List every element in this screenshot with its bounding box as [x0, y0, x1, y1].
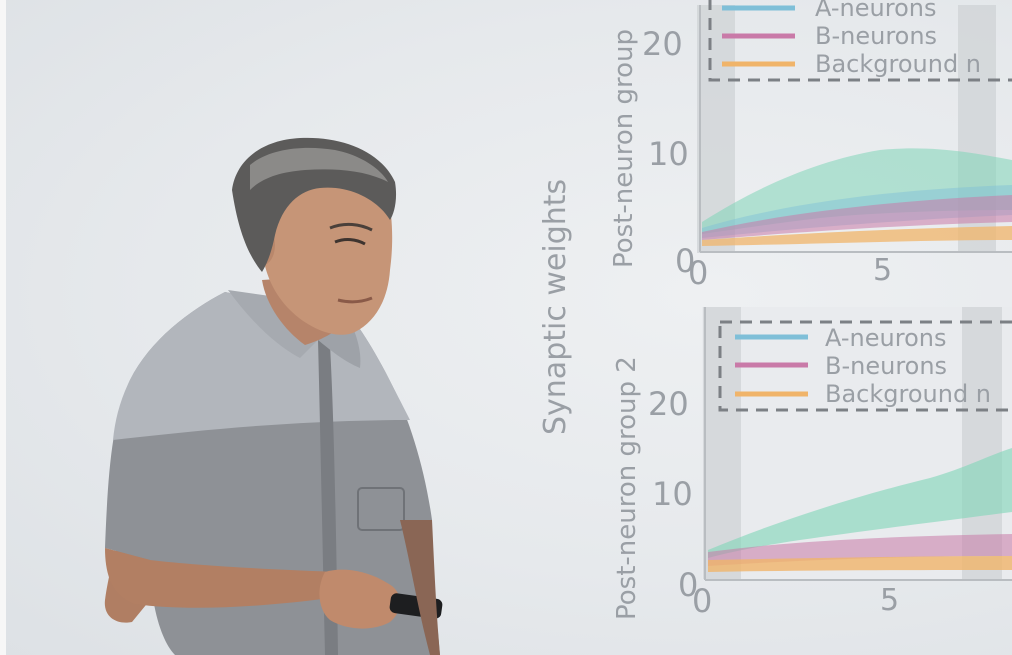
top-pink-traces — [702, 195, 1012, 240]
presenter-collar — [228, 290, 318, 358]
top-legend-box — [708, 0, 1012, 82]
synaptic-weights-label: Synaptic weights — [538, 179, 573, 435]
bottom-legend-a-label: A-neurons — [825, 324, 946, 352]
top-ytick-20: 20 — [642, 25, 683, 63]
presenter-shirt-pocket — [357, 487, 405, 531]
bottom-xtick-0: 0 — [692, 582, 712, 620]
bottom-panel-ylabel: Post-neuron group 2 — [612, 356, 642, 620]
bottom-legend-box — [718, 320, 1012, 412]
presenter-brow — [329, 222, 373, 232]
presenter-mouth — [337, 296, 373, 304]
top-ytick-10: 10 — [648, 135, 689, 173]
top-orange-traces — [702, 226, 1012, 246]
bottom-shade-left — [703, 307, 741, 579]
top-panel-ylabel: Post-neuron group — [609, 29, 639, 268]
presenter-right-arm — [105, 548, 340, 608]
top-xtick-5: 5 — [873, 253, 892, 288]
bottom-panel: Post-neuron group 2 20 10 0 0 5 A-neuron… — [612, 307, 1012, 620]
bottom-ytick-10: 10 — [652, 475, 693, 513]
top-legend-bg-label: Background n — [815, 50, 981, 78]
top-green-traces — [702, 148, 1012, 234]
bottom-xtick-5: 5 — [880, 583, 899, 618]
bottom-orange-traces — [708, 556, 1012, 572]
presenter-hair-grey — [250, 147, 388, 190]
bottom-ytick-0: 0 — [678, 566, 698, 604]
top-legend-b-label: B-neurons — [815, 22, 937, 50]
top-ytick-0: 0 — [675, 242, 695, 280]
bottom-ytick-20: 20 — [648, 385, 689, 423]
presenter — [104, 137, 443, 655]
presenter-hand — [319, 569, 401, 629]
bottom-green-traces — [708, 448, 1012, 558]
bottom-legend-bg-label: Background n — [825, 380, 991, 408]
frame-edge — [0, 0, 6, 655]
top-panel: Post-neuron group 20 10 0 0 5 A-neurons … — [609, 0, 1012, 292]
bottom-pink-traces — [708, 534, 1012, 566]
presenter-face — [260, 182, 393, 335]
presenter-right-side — [400, 520, 440, 655]
bottom-legend-b-label: B-neurons — [825, 352, 947, 380]
bottom-shade-right — [962, 307, 1002, 579]
top-xtick-0: 0 — [688, 254, 708, 292]
presenter-eye — [334, 238, 366, 246]
top-legend-a-label: A-neurons — [815, 0, 936, 22]
